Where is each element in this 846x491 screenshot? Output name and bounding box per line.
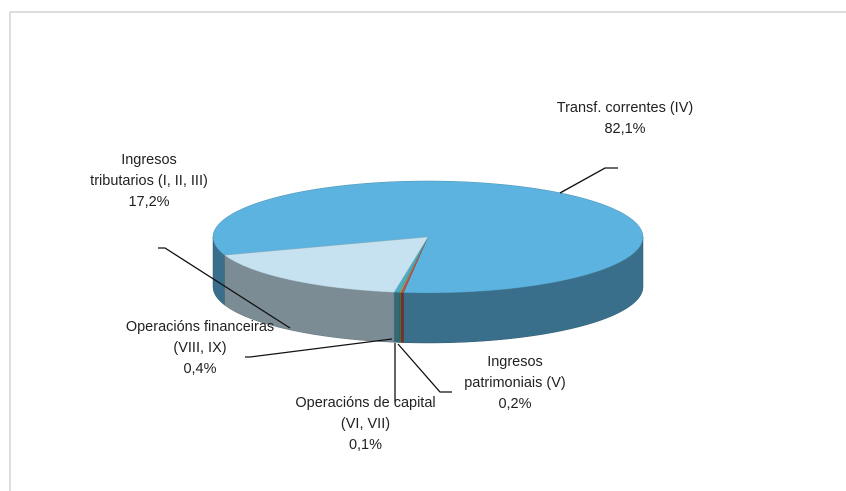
- slice-side: [393, 292, 400, 343]
- walls: [212, 236, 644, 344]
- data-label: Operacións financeiras (VIII, IX) 0,4%: [125, 317, 275, 380]
- label-value: 0,2%: [498, 396, 532, 412]
- label-name: Transf. correntes (IV): [556, 100, 694, 116]
- label-value: 0,1%: [348, 437, 383, 453]
- label-name: Operacións de capital (VI, VII): [295, 395, 436, 432]
- data-label: Ingresos patrimoniais (V) 0,2%: [455, 352, 575, 415]
- data-label: Ingresos tributarios (I, II, III) 17,2%: [90, 150, 208, 213]
- label-name: Ingresos tributarios (I, II, III): [90, 152, 208, 189]
- slice: [224, 236, 429, 293]
- slice-side: [400, 292, 404, 343]
- tops: [212, 180, 644, 294]
- leader-line: [559, 167, 618, 194]
- leader-line: [397, 343, 452, 393]
- slice: [212, 180, 644, 294]
- label-value: 0,4%: [183, 361, 217, 377]
- leader-lines: [158, 167, 618, 402]
- label-name: Operacións financeiras (VIII, IX): [125, 319, 275, 356]
- label-value: 17,2%: [128, 194, 170, 210]
- label-value: 82,1%: [604, 121, 646, 137]
- data-label: Transf. correntes (IV) 82,1%: [555, 98, 695, 140]
- leader-line: [245, 338, 393, 358]
- leader-line: [158, 247, 291, 329]
- data-label: Operacións de capital (VI, VII) 0,1%: [293, 393, 438, 456]
- label-name: Ingresos patrimoniais (V): [464, 354, 566, 391]
